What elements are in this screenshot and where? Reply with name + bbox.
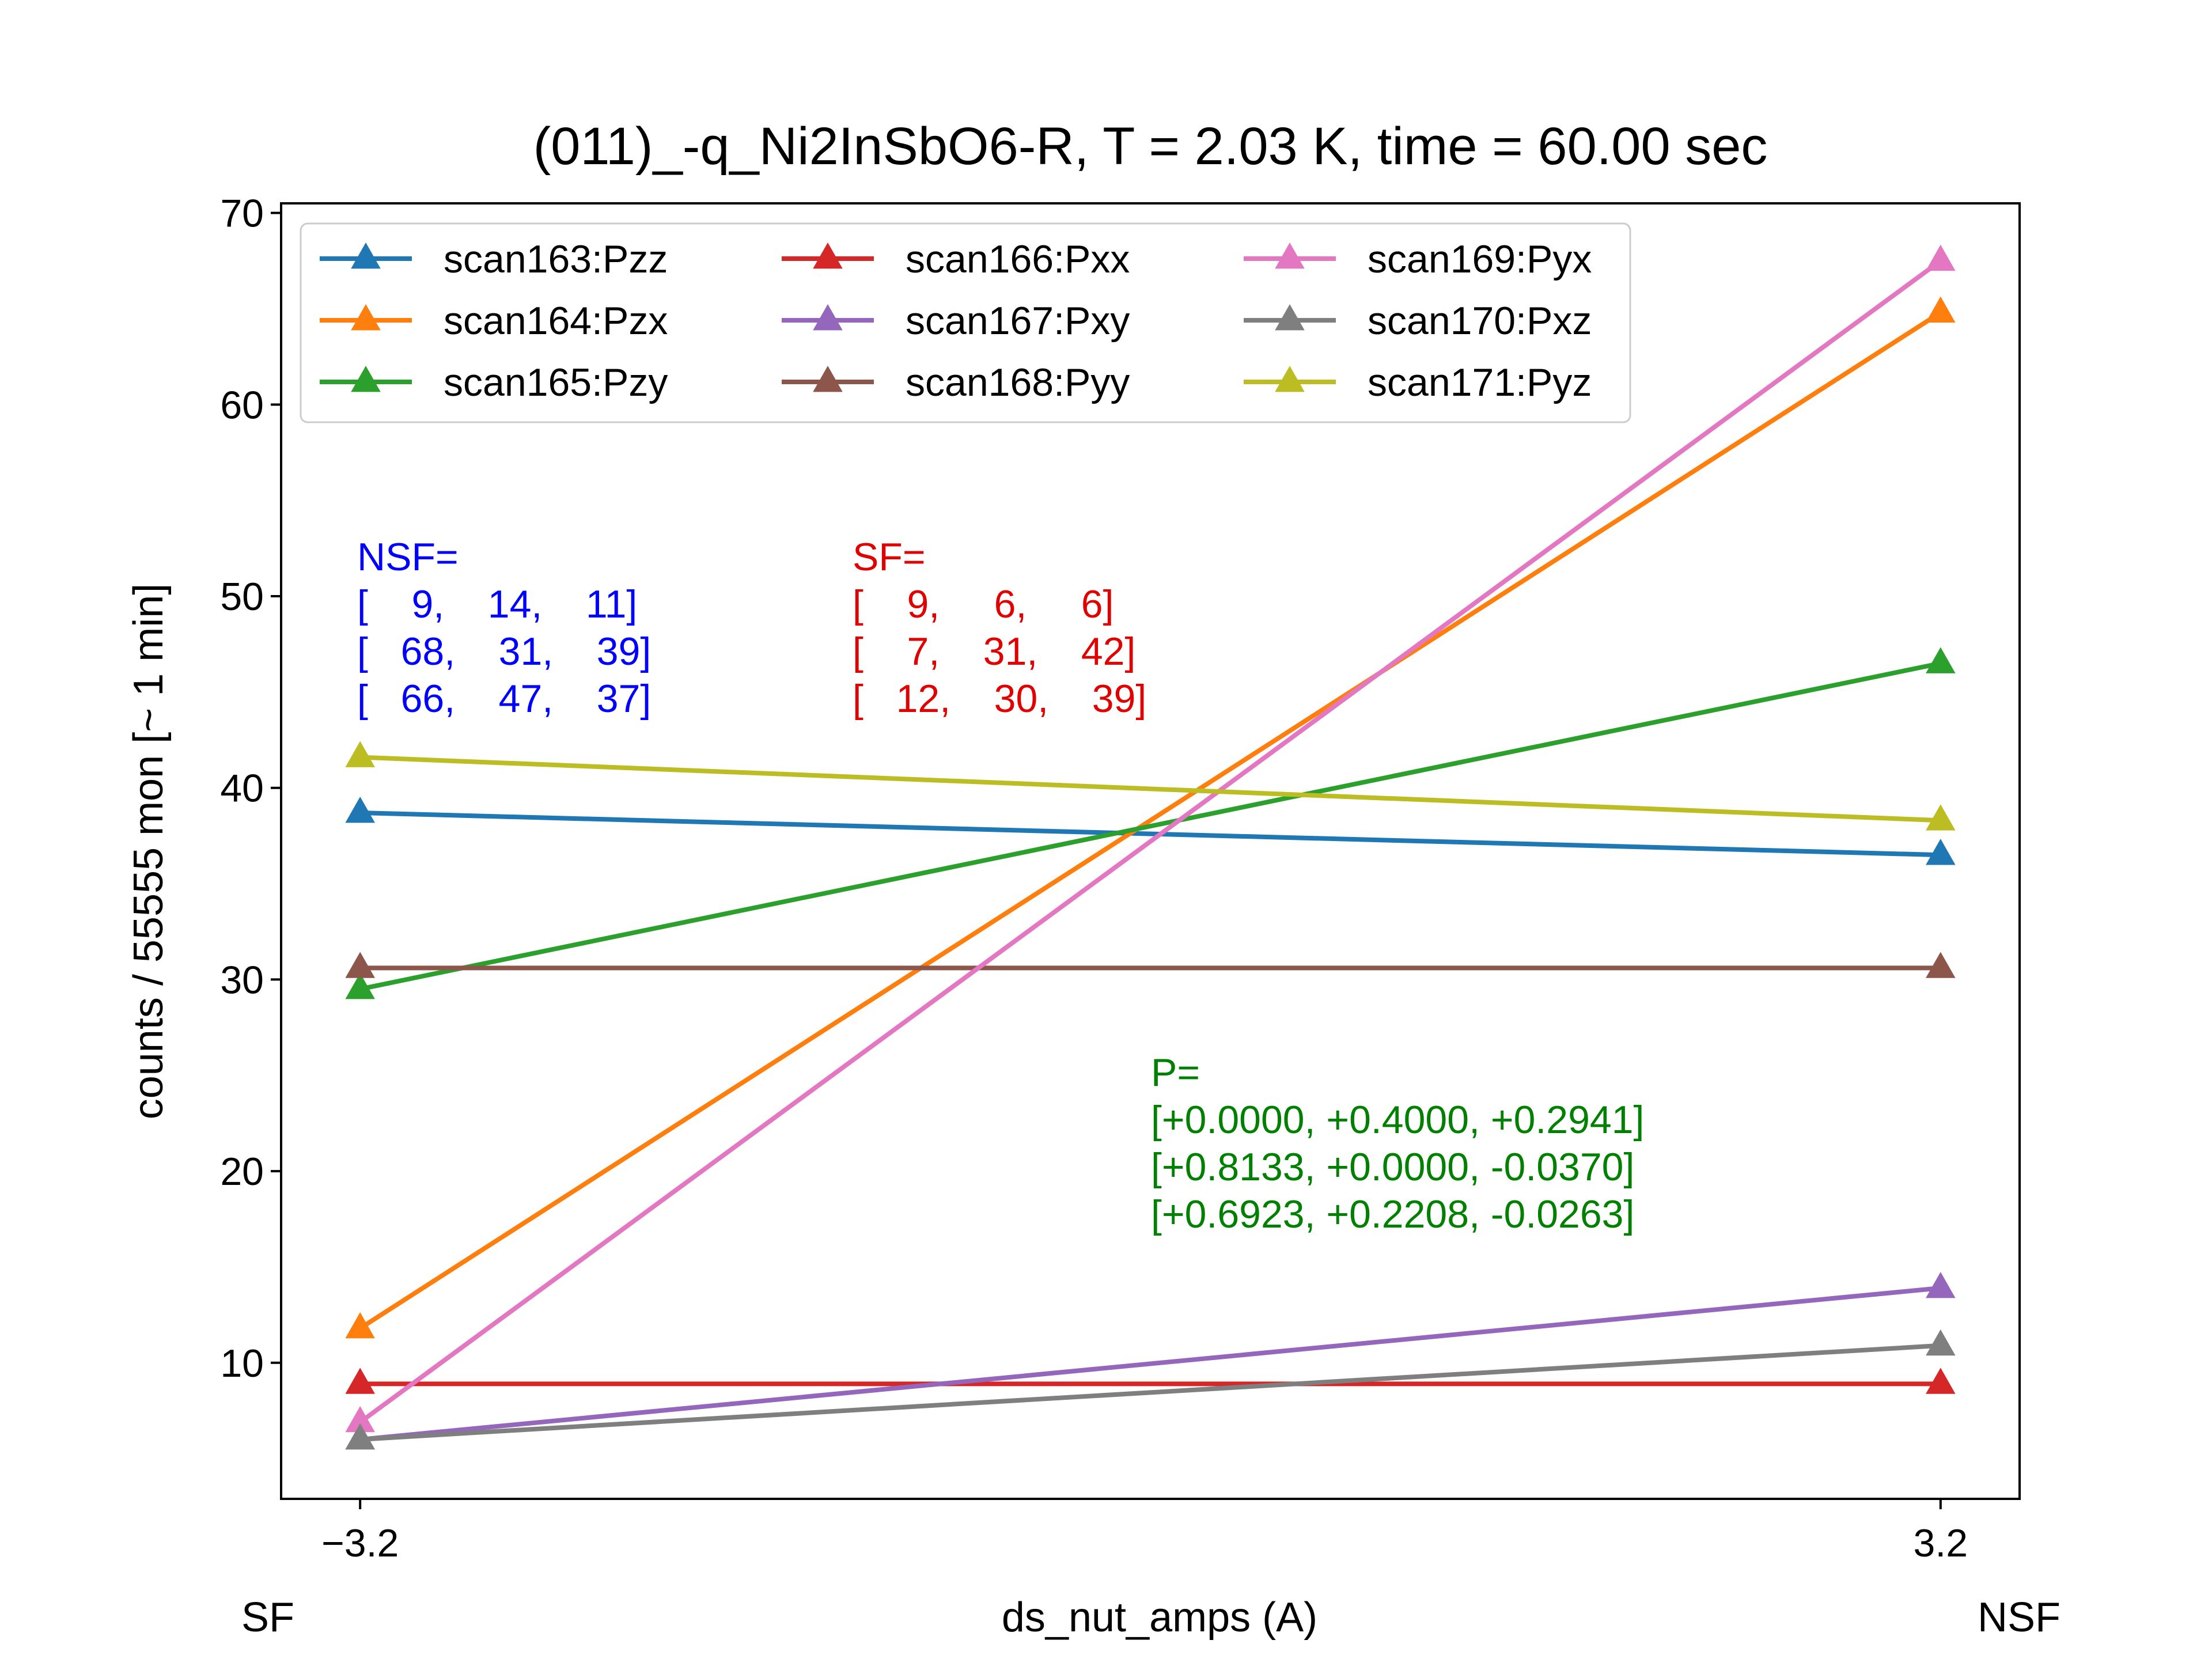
legend-label-9: scan171:Pyz bbox=[1368, 361, 1592, 404]
x-axis-label: ds_nut_amps (A) bbox=[1002, 1594, 1317, 1641]
legend-swatch-marker bbox=[1275, 243, 1305, 269]
series-line-7 bbox=[358, 259, 1942, 1425]
data-point-9-2 bbox=[1926, 804, 1956, 831]
y-tick-label: 10 bbox=[220, 1342, 264, 1385]
y-axis: 10 20 30 40 50 60 70 bbox=[220, 192, 281, 1385]
annotation-sf-line-3: [ 7, 31, 42] bbox=[853, 630, 1135, 673]
data-point-4-2 bbox=[1926, 1368, 1956, 1394]
annotations: NSF=[ 9, 14, 11][ 68, 31, 39][ 66, 47, 3… bbox=[357, 535, 1644, 1236]
data-point-4-1 bbox=[345, 1368, 375, 1394]
legend-label-8: scan170:Pxz bbox=[1368, 299, 1592, 343]
series-line-9 bbox=[360, 755, 1941, 823]
annotation-sf-line-2: [ 9, 6, 6] bbox=[853, 582, 1114, 626]
annotation-p-line-1: P= bbox=[1151, 1051, 1200, 1094]
legend-frame bbox=[300, 222, 1631, 423]
legend-swatch-marker bbox=[351, 304, 381, 331]
data-point-3-2 bbox=[1926, 647, 1956, 673]
y-tick-label: 70 bbox=[220, 192, 264, 236]
x-side-label-nsf: NSF bbox=[1978, 1594, 2061, 1641]
series-line-3 bbox=[359, 661, 1941, 991]
series-line-1 bbox=[360, 810, 1941, 858]
x-axis: −3.2 3.2 bbox=[321, 1499, 1968, 1565]
y-tick-label: 50 bbox=[220, 575, 264, 619]
legend-label-5: scan167:Pxy bbox=[906, 299, 1130, 343]
legend-label-4: scan166:Pxx bbox=[906, 237, 1130, 281]
series-layer bbox=[345, 244, 1956, 1450]
data-point-8-1 bbox=[345, 1423, 375, 1450]
series-line-8 bbox=[359, 1343, 1941, 1442]
y-tick-label: 60 bbox=[220, 383, 264, 427]
legend-swatch-marker bbox=[813, 366, 843, 392]
annotation-nsf-line-1: NSF= bbox=[357, 535, 459, 579]
data-point-6-2 bbox=[1926, 952, 1956, 978]
annotation-p-line-4: [+0.6923, +0.2208, -0.0263] bbox=[1151, 1192, 1634, 1236]
data-point-5-2 bbox=[1926, 1272, 1956, 1298]
series-line-5 bbox=[359, 1286, 1941, 1442]
legend-swatch-marker bbox=[813, 243, 843, 269]
legend-swatch-marker bbox=[1275, 304, 1305, 331]
x-side-label-sf: SF bbox=[241, 1594, 294, 1641]
data-point-7-1 bbox=[345, 1406, 375, 1433]
legend: scan163:Pzz scan164:Pzx scan165:Pzy scan166… bbox=[300, 222, 1631, 423]
data-point-2-1 bbox=[345, 1312, 375, 1339]
annotation-sf-line-4: [ 12, 30, 39] bbox=[853, 677, 1146, 721]
data-point-1-1 bbox=[345, 796, 375, 823]
data-point-9-1 bbox=[345, 741, 375, 767]
legend-swatch-marker bbox=[1275, 366, 1305, 392]
data-point-8-2 bbox=[1926, 1329, 1956, 1356]
y-tick-label: 40 bbox=[220, 767, 264, 810]
y-tick-label: 20 bbox=[220, 1150, 264, 1194]
legend-label-2: scan164:Pzx bbox=[444, 299, 668, 343]
annotation-sf-line-1: SF= bbox=[853, 535, 926, 579]
y-tick-label: 30 bbox=[220, 958, 264, 1002]
y-axis-label: counts / 55555 mon [~ 1 min] bbox=[126, 584, 172, 1120]
data-point-6-1 bbox=[345, 952, 375, 978]
annotation-p-line-2: [+0.0000, +0.4000, +0.2941] bbox=[1151, 1098, 1644, 1142]
data-point-7-2 bbox=[1926, 244, 1956, 271]
annotation-nsf-line-4: [ 66, 47, 37] bbox=[357, 677, 651, 721]
data-point-2-2 bbox=[1926, 296, 1956, 323]
legend-swatch-marker bbox=[351, 366, 381, 392]
legend-swatch-marker bbox=[351, 243, 381, 269]
x-tick-label: −3.2 bbox=[321, 1521, 399, 1565]
legend-swatch-marker bbox=[813, 304, 843, 331]
plot-frame bbox=[280, 202, 2021, 1500]
legend-label-1: scan163:Pzz bbox=[444, 237, 668, 281]
legend-label-6: scan168:Pyy bbox=[906, 361, 1130, 404]
legend-label-7: scan169:Pyx bbox=[1368, 237, 1592, 281]
chart-title: (011)_-q_Ni2InSbO6-R, T = 2.03 K, time =… bbox=[533, 117, 1768, 176]
series-line-2 bbox=[359, 310, 1942, 1331]
data-point-1-2 bbox=[1926, 839, 1956, 865]
data-point-3-1 bbox=[345, 973, 375, 999]
annotation-nsf-line-2: [ 9, 14, 11] bbox=[357, 582, 637, 626]
x-tick-label: 3.2 bbox=[1914, 1521, 1968, 1565]
legend-label-3: scan165:Pzy bbox=[444, 361, 668, 404]
annotation-nsf-line-3: [ 68, 31, 39] bbox=[357, 630, 651, 673]
annotation-p-line-3: [+0.8133, +0.0000, -0.0370] bbox=[1151, 1145, 1634, 1189]
